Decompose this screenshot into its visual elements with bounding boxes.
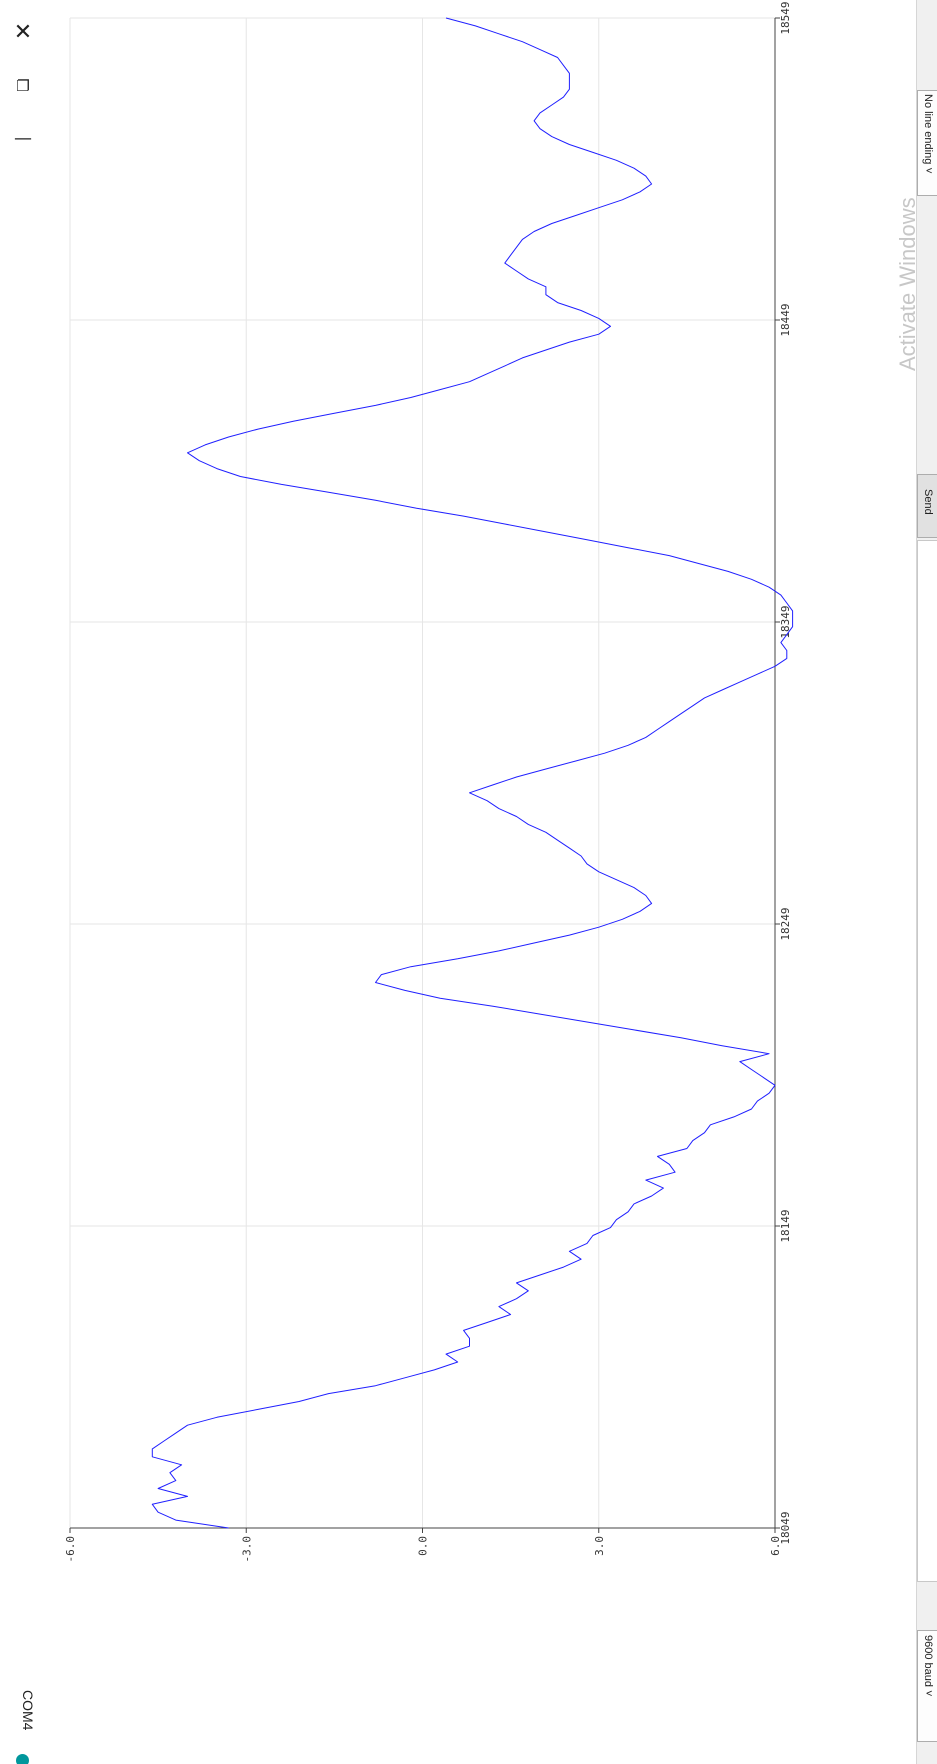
x-tick-label: 18249 bbox=[779, 907, 792, 940]
x-tick-label: 18449 bbox=[779, 303, 792, 336]
plotter-controls: No line ending ˅ Send 9600 baud ˅ bbox=[916, 0, 937, 1764]
close-icon[interactable]: ✕ bbox=[13, 19, 33, 45]
x-tick-label: 18549 bbox=[779, 1, 792, 34]
window-title: COM4 bbox=[20, 1690, 36, 1731]
chevron-down-icon: ˅ bbox=[922, 1690, 934, 1697]
minimize-icon[interactable]: — bbox=[14, 127, 32, 149]
y-tick-label: 3.0 bbox=[593, 1536, 606, 1556]
plot-axes bbox=[69, 17, 780, 1533]
arduino-logo-icon bbox=[16, 1754, 29, 1764]
send-input[interactable] bbox=[917, 540, 937, 1582]
y-tick-label: -6.0 bbox=[64, 1536, 77, 1563]
plot-grid bbox=[69, 17, 776, 1529]
title-bar: ✕ ❐ — COM4 bbox=[0, 0, 46, 1764]
plot-series bbox=[151, 17, 794, 1529]
x-tick-label: 18049 bbox=[779, 1511, 792, 1544]
chevron-down-icon: ˅ bbox=[922, 167, 934, 174]
x-tick-label: 18349 bbox=[779, 605, 792, 638]
send-button[interactable]: Send bbox=[917, 474, 937, 538]
y-tick-label: 6.0 bbox=[769, 1536, 782, 1556]
series-line-0 bbox=[151, 17, 794, 1529]
y-tick-label: -3.0 bbox=[240, 1536, 253, 1563]
window-title-area: COM4 bbox=[6, 1690, 42, 1764]
baud-rate-select[interactable]: 9600 baud ˅ bbox=[917, 1630, 937, 1742]
send-button-label: Send bbox=[922, 489, 934, 515]
baud-rate-value: 9600 baud ˅ bbox=[922, 1635, 934, 1697]
line-ending-select[interactable]: No line ending ˅ bbox=[917, 90, 937, 196]
restore-icon[interactable]: ❐ bbox=[16, 77, 30, 95]
x-tick-label: 18149 bbox=[779, 1209, 792, 1242]
y-tick-label: 0.0 bbox=[417, 1536, 430, 1556]
line-ending-value: No line ending ˅ bbox=[922, 94, 934, 174]
